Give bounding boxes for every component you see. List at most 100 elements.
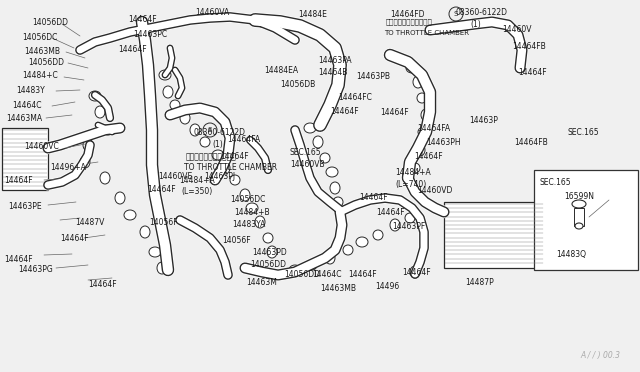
Text: TO THROTTLE CHAMBER: TO THROTTLE CHAMBER [384,30,469,36]
Ellipse shape [102,125,114,135]
Ellipse shape [410,266,420,278]
Ellipse shape [200,137,210,147]
Text: 14056DD: 14056DD [28,58,64,67]
Text: 14484+C: 14484+C [22,71,58,80]
Ellipse shape [180,112,190,124]
Ellipse shape [307,260,317,270]
Ellipse shape [326,167,338,177]
Text: 14463PD: 14463PD [252,248,287,257]
Text: 14460VA: 14460VA [195,8,229,17]
Ellipse shape [100,172,110,184]
Ellipse shape [343,245,353,255]
Text: 14487V: 14487V [75,218,104,227]
Text: 14483Q: 14483Q [556,250,586,259]
Text: 14464F: 14464F [518,68,547,77]
Text: 14484E: 14484E [298,10,327,19]
Text: 14464FB: 14464FB [514,138,548,147]
Text: TO THROTTLE CHAMBER: TO THROTTLE CHAMBER [184,163,277,172]
Text: S: S [208,127,212,133]
Ellipse shape [575,223,583,229]
Ellipse shape [190,124,200,136]
Text: 14464F: 14464F [376,208,404,217]
Ellipse shape [83,139,93,151]
Text: 14056F: 14056F [149,218,178,227]
Ellipse shape [356,237,368,247]
Text: スロットルチャンバーへ: スロットルチャンバーへ [186,152,237,161]
Text: 14464FA: 14464FA [417,124,450,133]
Ellipse shape [417,93,427,103]
Text: 14483Y: 14483Y [16,86,45,95]
Text: (1): (1) [470,20,481,29]
Text: 14463PC: 14463PC [133,30,167,39]
Ellipse shape [333,197,343,207]
Text: SEC.165: SEC.165 [290,148,322,157]
Text: 14463PH: 14463PH [426,138,461,147]
Text: 14056F: 14056F [222,236,251,245]
Text: 14056DB: 14056DB [280,80,316,89]
Ellipse shape [325,252,335,264]
Text: 14463P: 14463P [469,116,498,125]
Text: 14464F: 14464F [220,152,248,161]
Text: SEC.165: SEC.165 [539,178,571,187]
Ellipse shape [246,203,258,213]
Text: 14463MB: 14463MB [24,47,60,56]
Ellipse shape [390,219,400,231]
Text: 14463MB: 14463MB [320,284,356,293]
Ellipse shape [89,91,101,101]
Text: 14464F: 14464F [348,270,376,279]
Text: 14464F: 14464F [330,107,358,116]
Text: 14464C: 14464C [312,270,342,279]
Text: スロットルチャンバーへ: スロットルチャンバーへ [386,18,433,25]
Text: 14460VE: 14460VE [158,172,192,181]
Ellipse shape [140,226,150,238]
Ellipse shape [415,144,425,156]
Ellipse shape [421,109,431,121]
Text: 08360-6122D: 08360-6122D [194,128,246,137]
Text: 08360-6122D: 08360-6122D [456,8,508,17]
Text: 14464F: 14464F [4,255,33,264]
Text: 14056DD: 14056DD [32,18,68,27]
Ellipse shape [572,200,586,208]
Ellipse shape [212,150,224,160]
Ellipse shape [124,210,136,220]
Ellipse shape [373,230,383,240]
Ellipse shape [418,127,430,137]
Text: 14460VD: 14460VD [417,186,452,195]
Ellipse shape [149,247,161,257]
Text: 14464FD: 14464FD [390,10,424,19]
Ellipse shape [263,233,273,243]
Ellipse shape [255,216,265,228]
Text: 14484EA: 14484EA [264,66,298,75]
Text: A / / ) 00.3: A / / ) 00.3 [580,351,620,360]
Bar [574,208,584,226]
Text: 14464F: 14464F [88,280,116,289]
Ellipse shape [405,213,415,223]
Text: 14487P: 14487P [465,278,493,287]
Ellipse shape [95,106,105,118]
Text: 14056DC: 14056DC [22,33,58,42]
Text: 14463PG: 14463PG [18,265,52,274]
Text: 14463PE: 14463PE [8,202,42,211]
Ellipse shape [220,162,230,174]
Ellipse shape [410,163,420,173]
Text: 14496+A: 14496+A [50,163,86,172]
Text: 14496: 14496 [375,282,399,291]
Text: (L=740): (L=740) [395,180,426,189]
Text: 14464F: 14464F [380,108,408,117]
Ellipse shape [313,136,323,148]
Text: 14464FC: 14464FC [338,93,372,102]
Text: 14484+A: 14484+A [179,176,215,185]
Text: 16599N: 16599N [564,192,594,201]
Ellipse shape [230,175,240,185]
Text: 14483YA: 14483YA [232,220,266,229]
Text: (1): (1) [212,140,223,149]
Text: 14460VB: 14460VB [290,160,324,169]
Text: S: S [454,11,458,17]
Ellipse shape [170,100,180,110]
Text: 14056DD: 14056DD [284,270,320,279]
Text: 14484+A: 14484+A [395,168,431,177]
Text: 14056DD: 14056DD [250,260,286,269]
Ellipse shape [267,246,277,258]
Text: 14464F: 14464F [128,15,157,24]
Text: 14464F: 14464F [118,45,147,54]
